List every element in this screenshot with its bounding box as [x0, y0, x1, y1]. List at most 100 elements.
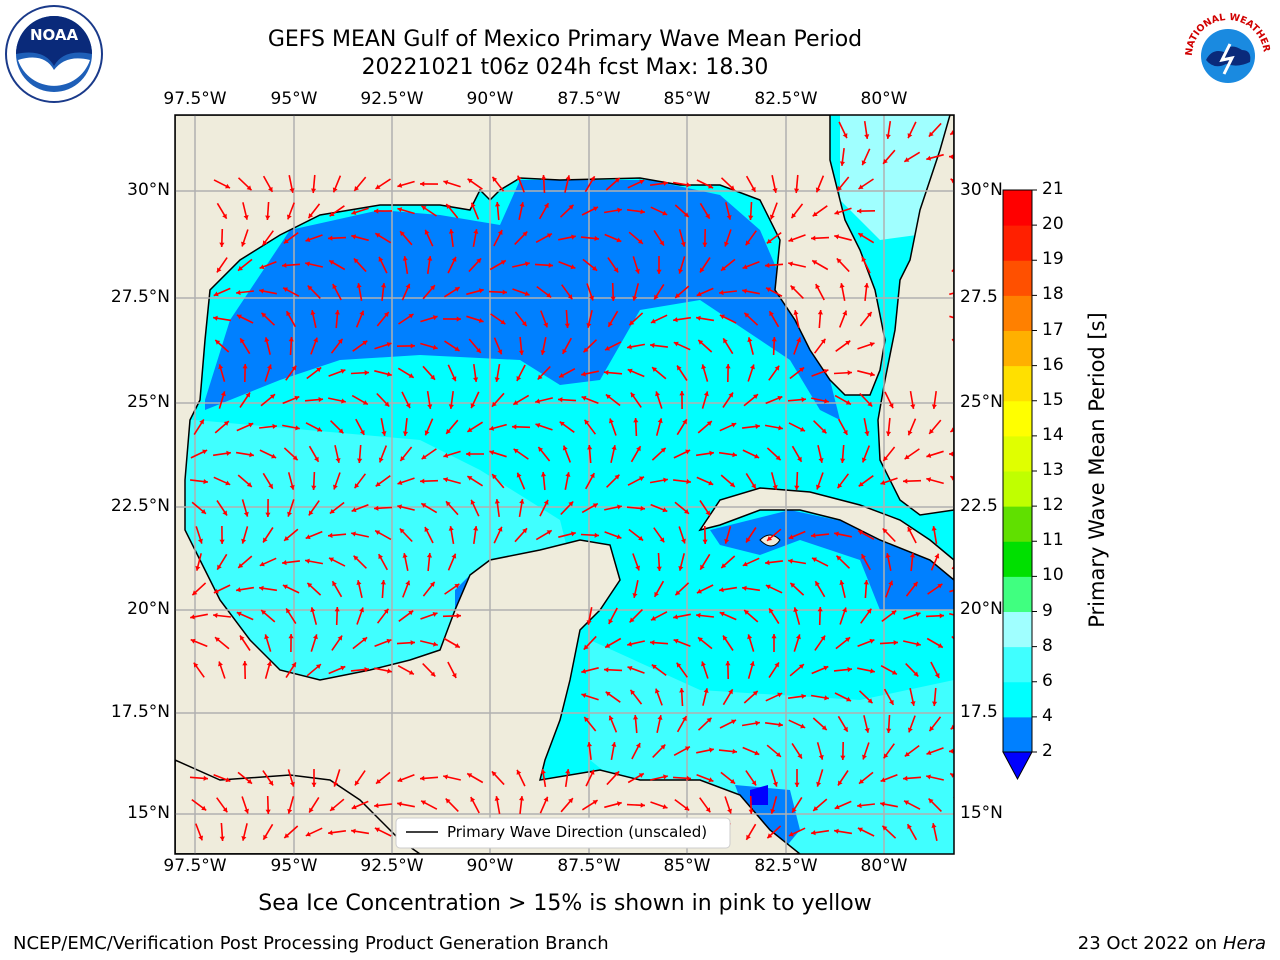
wave-arrow-head: [684, 746, 690, 752]
wave-arrow-head: [500, 319, 506, 325]
wave-arrow-head: [381, 431, 387, 436]
wave-arrow-head: [801, 693, 806, 699]
wave-arrow-head: [729, 185, 735, 191]
wave-arrow-head: [698, 340, 704, 345]
wave-arrow-head: [660, 744, 666, 750]
wave-arrow-head: [679, 391, 685, 396]
wave-arrow-head: [294, 395, 300, 401]
wave-arrow-head: [445, 798, 451, 804]
wave-arrow-head: [405, 580, 411, 586]
wave-arrow-head: [812, 211, 818, 217]
wave-arrow-head: [709, 747, 714, 753]
wave-arrow-head: [719, 611, 725, 617]
wave-arrow-head: [673, 341, 679, 347]
wave-arrow-head: [909, 553, 916, 558]
wave-arrow-head: [310, 188, 317, 193]
wave-arrow-head: [705, 510, 710, 516]
wave-arrow-head: [489, 425, 495, 431]
wave-arrow-head: [266, 661, 272, 667]
wave-arrow-head: [926, 155, 932, 161]
wave-arrow-head: [359, 429, 365, 435]
wave-arrow-head: [719, 289, 724, 296]
wave-arrow-head: [311, 782, 317, 787]
colorbar-tick-label: 17: [1042, 319, 1064, 340]
wave-arrow-head: [362, 400, 368, 405]
wave-arrow-head: [799, 426, 805, 432]
wave-arrow-head: [915, 611, 921, 617]
wave-arrow-head: [268, 483, 273, 489]
wave-arrow-head: [839, 580, 845, 586]
wave-arrow-head: [198, 835, 204, 841]
wave-arrow-head: [742, 288, 747, 294]
wave-arrow-head: [834, 531, 839, 537]
wave-arrow-head: [218, 364, 224, 370]
wave-arrow-head: [821, 428, 827, 434]
wave-arrow-head: [568, 204, 574, 210]
wave-arrow-head: [657, 715, 663, 720]
y-tick-label: 27.5: [960, 287, 998, 307]
wave-arrow-head: [589, 473, 595, 479]
colorbar-segment: [1003, 506, 1032, 542]
wave-arrow-head: [685, 449, 691, 455]
wave-arrow-head: [268, 186, 273, 192]
wave-arrow-head: [862, 754, 867, 760]
wave-arrow-head: [657, 418, 663, 424]
wave-arrow-head: [675, 590, 681, 596]
wave-arrow-head: [467, 178, 473, 184]
wave-arrow-head: [617, 504, 622, 510]
wave-arrow-head: [777, 692, 783, 698]
wave-arrow-head: [215, 637, 220, 643]
wave-arrow-head: [245, 392, 251, 398]
wave-arrow-head: [286, 311, 291, 317]
wave-arrow-head: [629, 320, 635, 326]
wave-arrow-head: [823, 665, 829, 671]
wave-arrow-head: [289, 781, 295, 787]
chart-subtitle: 20221021 t06z 024h fcst Max: 18.30: [361, 55, 769, 80]
wave-arrow-head: [719, 587, 724, 593]
wave-arrow-head: [337, 635, 343, 641]
wave-arrow-head: [386, 638, 392, 644]
wave-arrow-head: [728, 392, 733, 398]
wave-arrow-head: [659, 537, 665, 543]
wave-arrow-head: [888, 580, 894, 586]
wave-arrow-head: [288, 337, 294, 342]
wave-arrow-head: [604, 345, 610, 351]
wave-arrow-head: [237, 265, 243, 271]
wave-arrow-head: [812, 260, 818, 265]
wave-arrow-head: [929, 428, 934, 434]
wave-arrow-head: [218, 661, 223, 667]
wave-arrow-head: [567, 294, 573, 300]
wave-arrow-head: [562, 445, 568, 451]
wave-arrow-head: [589, 769, 595, 775]
wave-arrow-head: [742, 561, 748, 567]
wave-arrow-head: [837, 483, 843, 489]
wave-arrow-head: [745, 240, 751, 246]
wave-arrow-head: [328, 532, 333, 538]
wave-arrow-head: [725, 661, 731, 666]
wave-arrow-head: [654, 688, 660, 694]
wave-arrow-head: [586, 620, 592, 625]
wave-arrow-head: [680, 241, 686, 247]
wave-arrow-head: [219, 539, 225, 544]
wave-arrow-head: [522, 231, 528, 237]
wave-arrow-head: [840, 458, 846, 463]
wave-arrow-head: [386, 342, 392, 347]
wave-arrow-head: [864, 431, 870, 436]
wave-arrow-head: [928, 798, 934, 804]
wave-arrow-head: [663, 180, 668, 186]
wave-arrow-head: [627, 344, 632, 350]
wave-arrow-head: [686, 182, 691, 188]
wave-arrow-head: [907, 430, 913, 436]
wave-arrow-head: [236, 587, 241, 593]
wave-arrow-head: [846, 696, 852, 702]
wave-arrow-head: [816, 781, 822, 787]
wave-arrow-head: [402, 256, 408, 261]
wave-arrow-head: [843, 726, 848, 732]
colorbar-segment: [1003, 681, 1032, 718]
wave-arrow-head: [265, 512, 271, 517]
wave-arrow-head: [359, 310, 365, 316]
wave-arrow-head: [494, 499, 500, 504]
colorbar-tick-label: 13: [1042, 460, 1064, 480]
wave-arrow-head: [817, 310, 823, 315]
x-tick-label: 87.5°W: [557, 89, 621, 109]
